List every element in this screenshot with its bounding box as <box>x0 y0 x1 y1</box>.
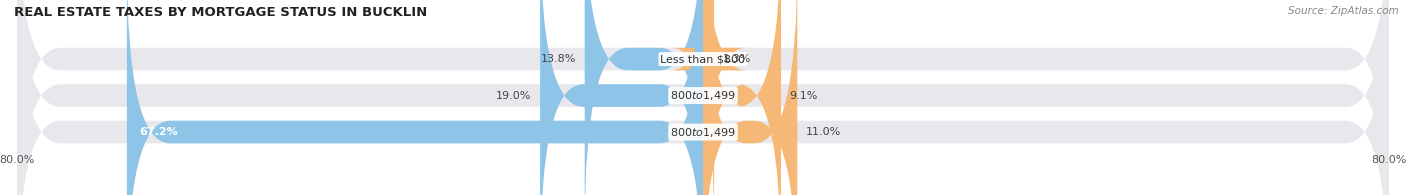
Text: Source: ZipAtlas.com: Source: ZipAtlas.com <box>1288 6 1399 16</box>
FancyBboxPatch shape <box>585 0 703 195</box>
Text: 13.8%: 13.8% <box>541 54 576 64</box>
FancyBboxPatch shape <box>17 0 1389 195</box>
Text: 1.3%: 1.3% <box>723 54 751 64</box>
FancyBboxPatch shape <box>703 0 780 195</box>
Text: 19.0%: 19.0% <box>496 90 531 101</box>
FancyBboxPatch shape <box>127 0 703 195</box>
FancyBboxPatch shape <box>17 0 1389 195</box>
Text: $800 to $1,499: $800 to $1,499 <box>671 89 735 102</box>
Text: 9.1%: 9.1% <box>790 90 818 101</box>
FancyBboxPatch shape <box>17 0 1389 195</box>
Text: REAL ESTATE TAXES BY MORTGAGE STATUS IN BUCKLIN: REAL ESTATE TAXES BY MORTGAGE STATUS IN … <box>14 6 427 19</box>
FancyBboxPatch shape <box>703 0 797 195</box>
Text: Less than $800: Less than $800 <box>661 54 745 64</box>
Text: 67.2%: 67.2% <box>139 127 179 137</box>
Text: $800 to $1,499: $800 to $1,499 <box>671 126 735 138</box>
Text: 11.0%: 11.0% <box>806 127 841 137</box>
FancyBboxPatch shape <box>671 0 745 195</box>
FancyBboxPatch shape <box>540 0 703 195</box>
